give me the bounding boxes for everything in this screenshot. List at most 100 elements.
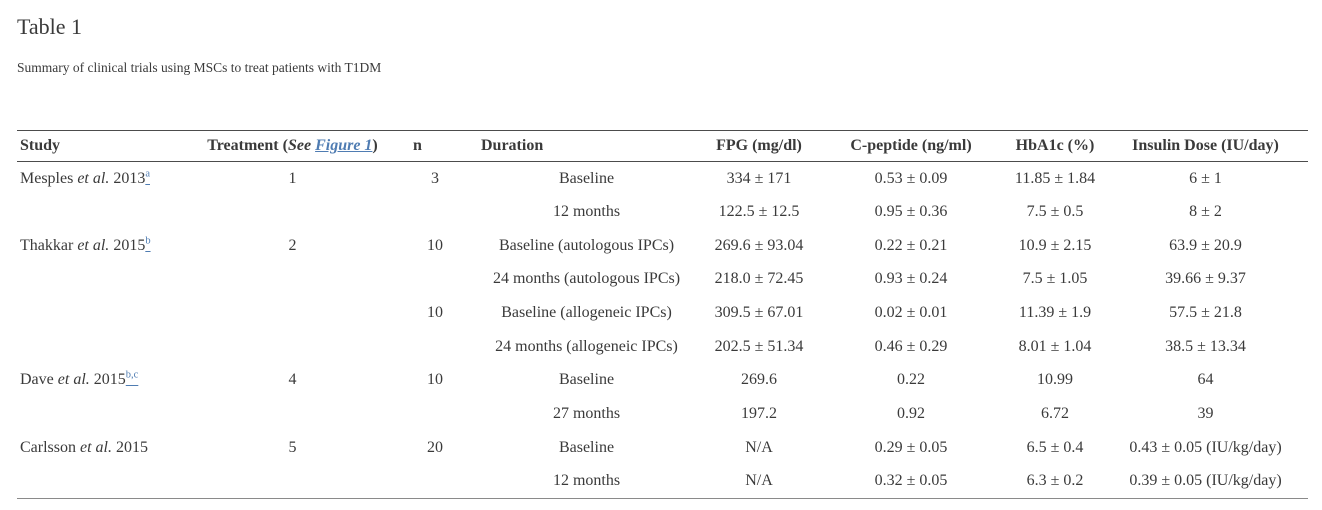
cpeptide-cell: 0.46 ± 0.29: [874, 337, 948, 355]
cpeptide-cell: 0.93 ± 0.24: [874, 270, 948, 288]
n-cell: [400, 195, 470, 229]
insulin-cell: 6 ± 1: [1189, 169, 1222, 187]
n-cell: 10: [427, 236, 443, 254]
hba1c-cell: 6.72: [1041, 405, 1069, 423]
n-cell: 20: [427, 438, 443, 456]
duration-cell: Baseline: [558, 438, 615, 456]
col-header-fpg: FPG (mg/dl): [703, 130, 815, 162]
treatment-cell: 5: [288, 438, 297, 456]
page-title: Table 1: [17, 14, 83, 39]
insulin-cell: 64: [1197, 371, 1214, 389]
hba1c-cell: 7.5 ± 0.5: [1026, 203, 1084, 221]
col-header-cpeptide: C-peptide (ng/ml): [815, 130, 1007, 162]
footnote-link[interactable]: b,c: [125, 370, 139, 382]
n-cell: 10: [427, 371, 443, 389]
table-row: 27 months 197.2 0.92 6.72 39: [17, 397, 1308, 431]
footnote-link[interactable]: a: [145, 168, 150, 180]
col-header-treatment: Treatment (See Figure 1): [185, 130, 400, 162]
treatment-cell: [185, 330, 400, 364]
duration-cell: Baseline (autologous IPCs): [498, 236, 675, 254]
treatment-cell: [185, 263, 400, 297]
duration-cell: 24 months (autologous IPCs): [492, 270, 681, 288]
hba1c-cell: 6.5 ± 0.4: [1026, 438, 1084, 456]
treatment-header-see: See: [287, 137, 316, 154]
col-header-insulin: Insulin Dose (IU/day): [1103, 130, 1308, 162]
table-row: Thakkar et al. 2015b 2 10 Baseline (auto…: [17, 229, 1308, 263]
cpeptide-cell: 0.22 ± 0.21: [874, 236, 948, 254]
clinical-trials-table: Study Treatment (See Figure 1) n Duratio…: [17, 130, 1308, 499]
duration-cell: 24 months (allogeneic IPCs): [495, 337, 678, 355]
fpg-cell: N/A: [745, 472, 773, 490]
duration-cell: Baseline: [558, 169, 615, 187]
duration-cell: 12 months: [552, 472, 621, 490]
study-cell: [17, 397, 185, 431]
treatment-cell: 1: [288, 169, 297, 187]
table-row: 12 months N/A 0.32 ± 0.05 6.3 ± 0.2 0.39…: [17, 465, 1308, 499]
cpeptide-cell: 0.53 ± 0.09: [874, 169, 948, 187]
table-row: 12 months 122.5 ± 12.5 0.95 ± 0.36 7.5 ±…: [17, 195, 1308, 229]
study-cell: Mesples et al. 2013a: [20, 168, 150, 187]
cpeptide-cell: 0.02 ± 0.01: [874, 304, 948, 322]
treatment-cell: 2: [288, 236, 297, 254]
duration-cell: 27 months: [552, 405, 621, 423]
fpg-cell: 202.5 ± 51.34: [714, 337, 804, 355]
fpg-cell: 218.0 ± 72.45: [714, 270, 804, 288]
insulin-cell: 0.39 ± 0.05 (IU/kg/day): [1129, 472, 1282, 490]
insulin-cell: 39.66 ± 9.37: [1165, 270, 1246, 288]
treatment-header-text: Treatment (: [207, 137, 288, 154]
fpg-cell: 334 ± 171: [726, 169, 792, 187]
n-cell: [400, 465, 470, 499]
hba1c-cell: 7.5 ± 1.05: [1022, 270, 1088, 288]
fpg-cell: 309.5 ± 67.01: [714, 304, 804, 322]
fpg-cell: 197.2: [741, 405, 777, 423]
cpeptide-cell: 0.32 ± 0.05: [874, 472, 948, 490]
table-row: 10 Baseline (allogeneic IPCs) 309.5 ± 67…: [17, 296, 1308, 330]
cpeptide-cell: 0.22: [897, 371, 925, 389]
n-cell: [400, 330, 470, 364]
insulin-cell: 8 ± 2: [1189, 203, 1222, 221]
treatment-cell: [185, 195, 400, 229]
n-cell: 10: [427, 304, 443, 322]
duration-cell: Baseline: [558, 371, 615, 389]
cpeptide-cell: 0.92: [897, 405, 925, 423]
figure-1-link[interactable]: Figure 1: [315, 137, 373, 154]
study-cell: [17, 195, 185, 229]
hba1c-cell: 10.9 ± 2.15: [1018, 236, 1092, 254]
table-row: Mesples et al. 2013a 1 3 Baseline 334 ± …: [17, 162, 1308, 196]
treatment-cell: [185, 296, 400, 330]
fpg-cell: N/A: [745, 438, 773, 456]
fpg-cell: 122.5 ± 12.5: [718, 203, 800, 221]
fpg-cell: 269.6 ± 93.04: [714, 236, 804, 254]
duration-cell: Baseline (allogeneic IPCs): [501, 304, 672, 322]
treatment-cell: [185, 397, 400, 431]
study-cell: [17, 330, 185, 364]
n-cell: [400, 263, 470, 297]
table-row: 24 months (allogeneic IPCs) 202.5 ± 51.3…: [17, 330, 1308, 364]
col-header-hba1c: HbA1c (%): [1007, 130, 1103, 162]
cpeptide-cell: 0.29 ± 0.05: [874, 438, 948, 456]
insulin-cell: 63.9 ± 20.9: [1169, 236, 1242, 254]
study-cell: [17, 296, 185, 330]
insulin-cell: 0.43 ± 0.05 (IU/kg/day): [1129, 438, 1282, 456]
hba1c-cell: 6.3 ± 0.2: [1026, 472, 1084, 490]
fpg-cell: 269.6: [741, 371, 777, 389]
col-header-duration: Duration: [470, 130, 703, 162]
n-cell: 3: [431, 169, 439, 187]
footnote-link[interactable]: b: [145, 235, 151, 247]
hba1c-cell: 10.99: [1037, 371, 1073, 389]
insulin-cell: 39: [1197, 405, 1214, 423]
table-caption: Summary of clinical trials using MSCs to…: [17, 60, 382, 75]
study-cell: [17, 263, 185, 297]
header-row: Study Treatment (See Figure 1) n Duratio…: [17, 130, 1308, 162]
table-row: Dave et al. 2015b,c 4 10 Baseline 269.6 …: [17, 364, 1308, 398]
hba1c-cell: 8.01 ± 1.04: [1018, 337, 1092, 355]
col-header-n: n: [400, 130, 470, 162]
duration-cell: 12 months: [552, 203, 621, 221]
cpeptide-cell: 0.95 ± 0.36: [874, 203, 948, 221]
study-cell: Carlsson et al. 2015: [20, 438, 148, 456]
n-cell: [400, 397, 470, 431]
table-row: 24 months (autologous IPCs) 218.0 ± 72.4…: [17, 263, 1308, 297]
study-cell: [17, 465, 185, 499]
hba1c-cell: 11.39 ± 1.9: [1018, 304, 1092, 322]
